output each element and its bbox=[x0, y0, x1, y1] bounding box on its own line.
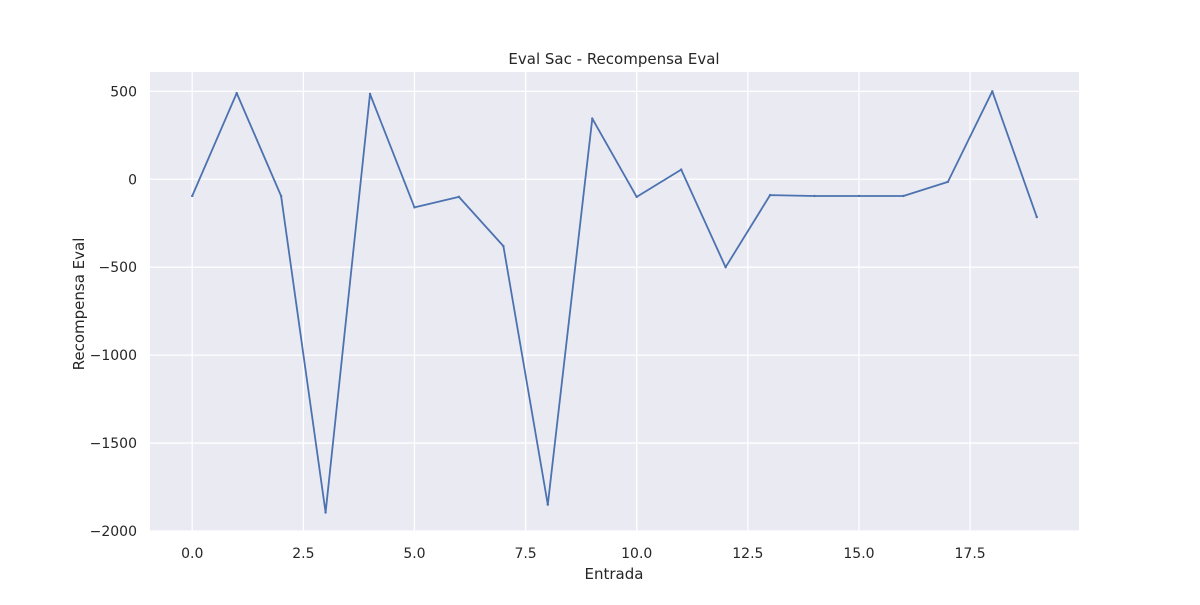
data-point bbox=[324, 511, 327, 514]
y-tick-label: −500 bbox=[99, 260, 137, 276]
data-point bbox=[768, 193, 772, 197]
y-tick-label: −2000 bbox=[90, 524, 137, 540]
x-tick-label: 2.5 bbox=[292, 546, 314, 562]
y-axis-ticks: 500 0 −500 −1000 −1500 −2000 bbox=[90, 84, 137, 540]
data-point bbox=[635, 195, 638, 199]
x-tick-label: 0.0 bbox=[181, 546, 203, 562]
y-tick-label: 0 bbox=[128, 172, 137, 188]
data-point bbox=[235, 91, 238, 95]
series-layer bbox=[191, 90, 1038, 514]
data-point bbox=[279, 194, 283, 198]
series-line bbox=[191, 90, 1038, 514]
data-point bbox=[368, 92, 372, 96]
y-tick-label: 500 bbox=[110, 84, 137, 100]
data-point bbox=[413, 206, 416, 209]
x-tick-label: 15.0 bbox=[843, 546, 874, 562]
x-tick-label: 7.5 bbox=[514, 546, 536, 562]
x-axis-ticks: 0.0 2.5 5.0 7.5 10.0 12.5 15.0 17.5 bbox=[181, 546, 986, 562]
y-tick-label: −1000 bbox=[90, 348, 137, 364]
x-tick-label: 10.0 bbox=[621, 546, 652, 562]
data-point bbox=[902, 194, 905, 198]
x-tick-label: 17.5 bbox=[955, 546, 986, 562]
data-point bbox=[457, 195, 461, 199]
data-point bbox=[813, 194, 816, 198]
y-tick-label: −1500 bbox=[90, 436, 137, 452]
data-point bbox=[679, 168, 683, 171]
data-point bbox=[1035, 215, 1038, 219]
grid bbox=[150, 72, 1079, 532]
data-point bbox=[502, 244, 505, 248]
data-point bbox=[857, 194, 861, 198]
plot-area bbox=[150, 72, 1079, 531]
chart-title: Eval Sac - Recompensa Eval bbox=[508, 50, 719, 68]
data-point bbox=[546, 503, 550, 506]
data-point bbox=[991, 90, 994, 93]
x-axis-title: Entrada bbox=[585, 565, 644, 583]
data-point bbox=[591, 117, 594, 120]
x-tick-label: 12.5 bbox=[732, 546, 763, 562]
data-point bbox=[946, 180, 950, 184]
x-tick-label: 5.0 bbox=[403, 546, 425, 562]
data-point bbox=[724, 266, 727, 269]
y-axis-title: Recompensa Eval bbox=[70, 238, 88, 371]
data-point bbox=[191, 194, 194, 198]
